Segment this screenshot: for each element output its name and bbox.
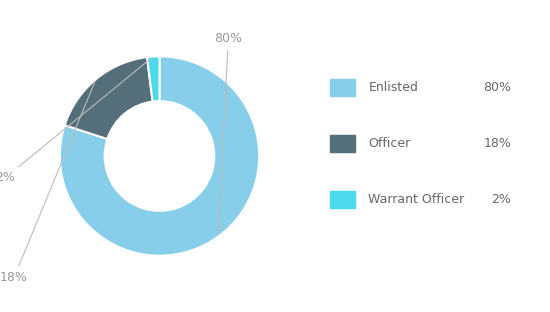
Wedge shape (60, 56, 259, 256)
Wedge shape (65, 57, 153, 139)
Text: 18%: 18% (483, 137, 512, 150)
Wedge shape (147, 56, 159, 102)
Text: 80%: 80% (483, 81, 512, 94)
Text: 2%: 2% (0, 58, 151, 184)
Text: Enlisted: Enlisted (368, 81, 419, 94)
Text: Officer: Officer (368, 137, 411, 150)
Text: Warrant Officer: Warrant Officer (368, 193, 465, 206)
Text: 80%: 80% (214, 32, 243, 234)
Text: 18%: 18% (0, 82, 95, 284)
Text: 2%: 2% (492, 193, 512, 206)
